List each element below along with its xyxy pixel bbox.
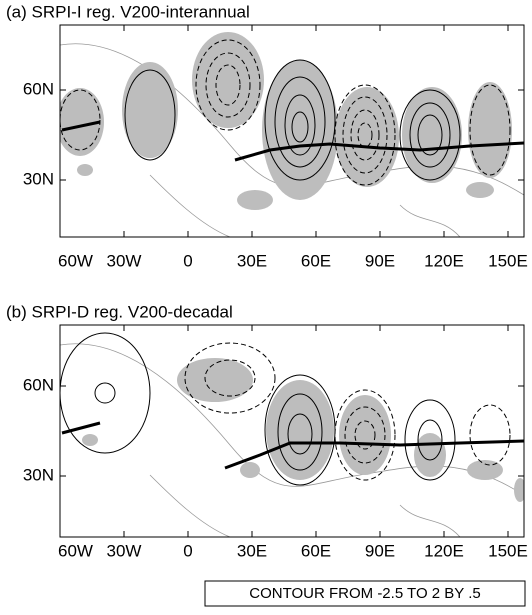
shading xyxy=(77,164,93,176)
x-tick-label: 30E xyxy=(237,541,267,560)
coastline xyxy=(149,474,231,537)
negative-contour xyxy=(354,420,376,450)
shading xyxy=(177,358,253,402)
panel-title: (b) SRPI-D reg. V200-decadal xyxy=(6,302,233,321)
shading xyxy=(514,478,524,502)
y-tick-label: 30N xyxy=(23,169,54,188)
x-tick-label: 90E xyxy=(365,251,395,270)
negative-contour xyxy=(344,406,386,464)
x-tick-label: 60E xyxy=(301,251,331,270)
shading xyxy=(82,434,98,446)
shading xyxy=(237,190,273,210)
positive-contour xyxy=(399,89,461,181)
negative-contour xyxy=(334,389,396,481)
positive-contour xyxy=(277,393,323,471)
x-tick-label: 0 xyxy=(183,541,192,560)
jet-axis xyxy=(234,141,524,162)
shading xyxy=(240,462,260,478)
positive-contour xyxy=(124,69,176,161)
positive-contour xyxy=(60,332,151,454)
shading xyxy=(262,60,338,200)
positive-contour xyxy=(417,114,443,156)
negative-contour xyxy=(350,109,380,161)
positive-contour xyxy=(291,111,309,143)
shading xyxy=(122,62,178,158)
negative-contour xyxy=(215,64,241,106)
coastline xyxy=(399,504,461,537)
y-tick-label: 60N xyxy=(23,375,54,394)
x-tick-label: 30E xyxy=(237,251,267,270)
positive-contour xyxy=(417,419,443,461)
positive-contour xyxy=(287,413,313,455)
negative-contour xyxy=(184,342,276,414)
map-panel: (a) SRPI-I reg. V200-interannual 60N 30N 60… xyxy=(6,2,528,270)
positive-contour xyxy=(274,76,326,168)
y-tick-label: 60N xyxy=(23,79,54,98)
x-tick-label: 150E xyxy=(488,541,528,560)
shading xyxy=(339,395,391,475)
map-frame xyxy=(59,24,525,238)
x-tick-label: 60W xyxy=(58,541,93,560)
x-tick-label: 30W xyxy=(107,251,142,270)
positive-contour xyxy=(264,59,336,181)
map-panel: (b) SRPI-D reg. V200-decadal 60N 30N 60W 30W… xyxy=(6,302,528,560)
positive-contour xyxy=(409,102,451,168)
negative-contour xyxy=(195,39,261,131)
y-tick-label: 30N xyxy=(23,465,54,484)
x-tick-label: 120E xyxy=(424,541,464,560)
x-tick-label: 30W xyxy=(107,541,142,560)
x-tick-label: 150E xyxy=(488,251,528,270)
panel-title: (a) SRPI-I reg. V200-interannual xyxy=(6,2,250,21)
negative-contour xyxy=(357,122,373,148)
negative-contour xyxy=(205,52,251,118)
jet-axis xyxy=(61,120,101,132)
map-frame xyxy=(59,324,525,538)
shading xyxy=(414,433,446,477)
jet-axis xyxy=(61,421,101,435)
negative-contour xyxy=(469,404,511,466)
jet-axis xyxy=(224,439,524,470)
negative-contour xyxy=(342,96,388,174)
shading xyxy=(60,88,104,156)
footer-box xyxy=(204,580,526,607)
shading xyxy=(467,460,503,480)
x-tick-label: 60E xyxy=(301,541,331,560)
x-tick-label: 90E xyxy=(365,541,395,560)
x-tick-label: 60W xyxy=(58,251,93,270)
x-tick-label: 0 xyxy=(183,251,192,270)
negative-contour xyxy=(469,84,511,176)
shading xyxy=(466,182,494,198)
shading xyxy=(468,82,512,178)
positive-contour xyxy=(404,399,456,481)
shading xyxy=(402,87,462,183)
negative-contour xyxy=(60,89,101,151)
coastline xyxy=(399,204,461,237)
x-tick-label: 120E xyxy=(424,251,464,270)
coastline xyxy=(149,174,231,237)
negative-contour xyxy=(204,359,256,397)
positive-contour xyxy=(94,382,116,404)
shading xyxy=(266,380,334,480)
footer-label: CONTOUR FROM -2.5 TO 2 BY .5 xyxy=(249,585,480,602)
map-body xyxy=(60,332,524,537)
positive-contour xyxy=(284,94,316,156)
negative-contour xyxy=(334,84,396,186)
map-body xyxy=(60,32,524,237)
